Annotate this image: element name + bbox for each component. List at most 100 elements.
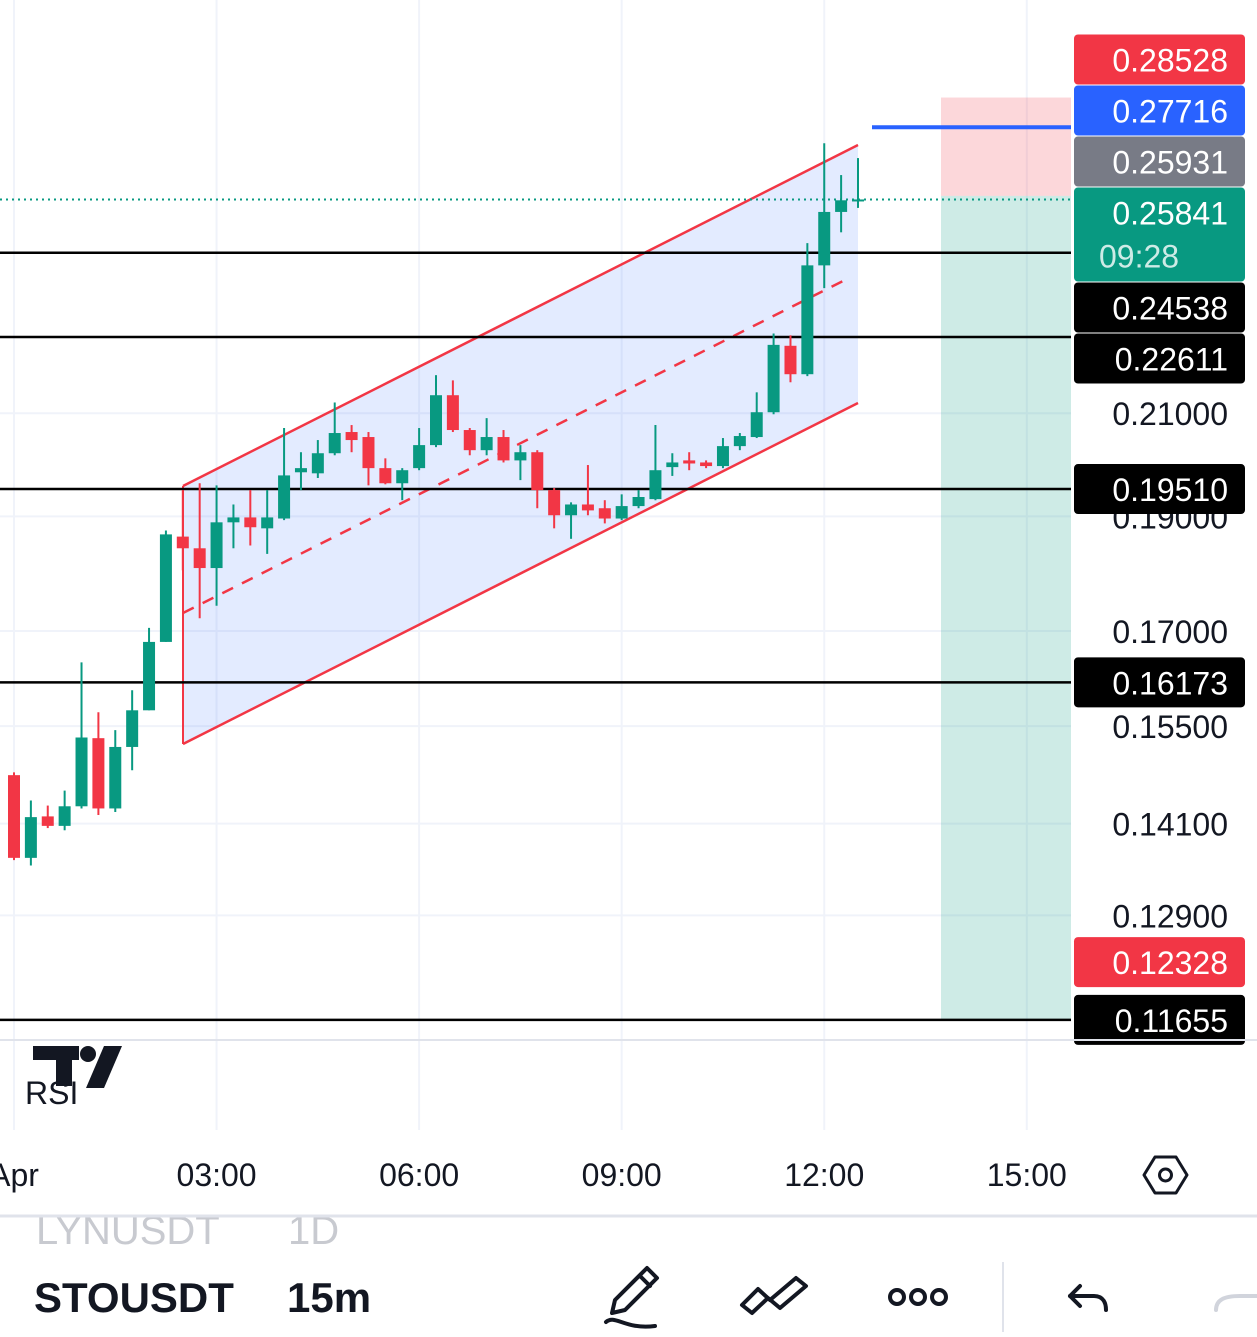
logo-part [56, 1046, 72, 1086]
candle-body [8, 775, 20, 858]
candle-body [598, 508, 611, 519]
symbol[interactable]: STOUSDT [34, 1274, 234, 1321]
price-label: 0.27716 [1112, 93, 1228, 129]
pencil-stroke [604, 1317, 657, 1329]
hexagon-center [1158, 1167, 1173, 1183]
dot [888, 1288, 906, 1306]
more-tool[interactable] [888, 1288, 948, 1306]
candle-body [193, 548, 206, 569]
candle-body [159, 534, 172, 642]
price-label-box [1074, 333, 1245, 384]
y-tick-label: 0.21000 [1112, 396, 1228, 432]
trend-tool[interactable] [740, 1276, 808, 1315]
target-zone [941, 195, 1071, 1020]
candle-body [92, 738, 105, 809]
candle-body [24, 817, 37, 858]
y-tick-label: 0.12900 [1112, 898, 1228, 934]
x-tick-label: 03:00 [177, 1157, 257, 1193]
candle-body [413, 445, 426, 469]
price-label-box [1074, 282, 1245, 333]
channel-drawing[interactable] [182, 143, 859, 746]
candle-body [548, 490, 561, 516]
cover [0, 1196, 1257, 1217]
price-label-box [1074, 136, 1245, 187]
redo[interactable] [1214, 1294, 1257, 1312]
position-zones[interactable] [941, 97, 1071, 1020]
candle-body [716, 446, 729, 467]
price-label: 0.12328 [1112, 945, 1228, 981]
candle-body [379, 468, 392, 484]
candle-body [430, 395, 442, 446]
candle-body [480, 437, 493, 451]
countdown: 09:28 [1099, 238, 1179, 274]
candle-body [328, 433, 341, 454]
candle-body [362, 437, 375, 469]
stop-zone [941, 97, 1071, 196]
candle-body [311, 453, 324, 474]
price-label-box [1074, 34, 1245, 85]
price-label: 0.11655 [1115, 1003, 1228, 1039]
undo-curve [1068, 1294, 1108, 1312]
candle-body [75, 737, 88, 807]
candle-body [294, 468, 307, 473]
candle-body [784, 345, 797, 375]
candle-body [210, 522, 223, 569]
dot [909, 1288, 927, 1306]
time-axis: Apr 03:00 06:00 09:00 12:00 15:00 [0, 1157, 1067, 1193]
channel-middle [182, 278, 846, 615]
price-label-box [1074, 994, 1245, 1045]
candle-body [649, 470, 662, 500]
x-tick-label: Apr [0, 1157, 39, 1193]
candle-body [58, 806, 71, 826]
candle-body [700, 462, 713, 467]
candle-body [446, 395, 459, 431]
candle-body [666, 462, 679, 468]
x-tick-label: 15:00 [987, 1157, 1067, 1193]
candle-body [835, 200, 848, 212]
candle-body [497, 437, 510, 461]
price-label-box [1074, 187, 1245, 282]
price-label-box [1074, 937, 1245, 988]
price-scale: 0.210000.190000.170000.155000.141000.129… [1074, 34, 1245, 1045]
price-label: 0.25931 [1112, 144, 1228, 180]
candle-body [345, 432, 358, 441]
y-tick-label: 0.15500 [1112, 709, 1228, 745]
candle-body [278, 475, 291, 519]
x-tick-label: 09:00 [582, 1157, 662, 1193]
trend-icon [740, 1276, 808, 1315]
candle-body [244, 517, 257, 528]
candle-body [463, 430, 476, 451]
x-tick-label: 06:00 [379, 1157, 459, 1193]
draw-tool[interactable] [604, 1266, 659, 1329]
candle-body [514, 452, 527, 461]
settings-icon[interactable] [1142, 1155, 1189, 1195]
x-tick-label: 12:00 [784, 1157, 864, 1193]
indicator-label[interactable]: RSI [25, 1075, 78, 1111]
logo-part [80, 1046, 96, 1062]
price-label: 0.22611 [1115, 341, 1228, 377]
interval[interactable]: 15m [287, 1274, 371, 1321]
candle-body [750, 412, 763, 438]
logo-part [86, 1046, 122, 1088]
candle-body [733, 436, 746, 447]
price-label-box [1074, 85, 1245, 136]
pencil-line [638, 1274, 652, 1288]
undo[interactable] [1068, 1284, 1108, 1312]
candle-body [261, 517, 274, 529]
pencil [610, 1266, 659, 1315]
channel-upper [182, 143, 859, 488]
price-label: 0.25841 [1112, 195, 1228, 231]
y-tick-label: 0.17000 [1112, 614, 1228, 650]
candle-body [126, 710, 139, 747]
candle-body [767, 344, 780, 413]
candle-body [615, 506, 628, 519]
candle-body [565, 504, 578, 516]
tv-logo [33, 1046, 122, 1088]
channel-lower [182, 401, 859, 746]
redo-curve [1214, 1294, 1257, 1312]
candle-body [683, 460, 696, 464]
candle-body [632, 496, 645, 507]
candle-body [143, 641, 156, 711]
